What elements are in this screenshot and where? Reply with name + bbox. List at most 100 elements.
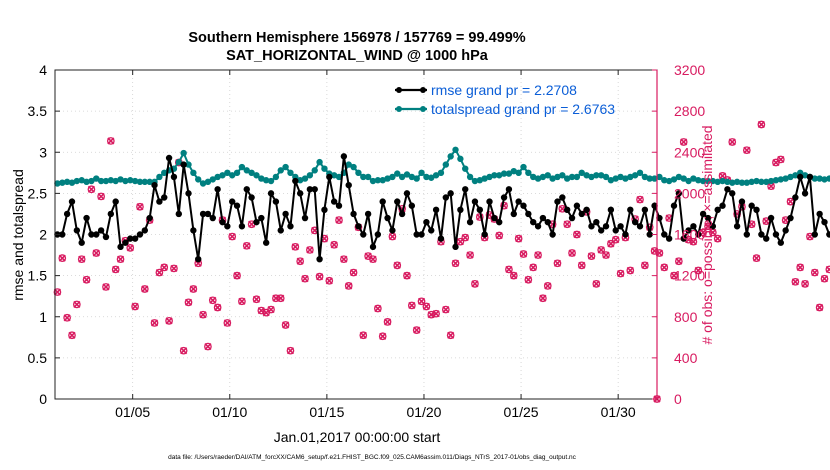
x-tick-label: 01/10 bbox=[212, 404, 247, 420]
y-right-tick-label: 400 bbox=[674, 350, 698, 366]
rmse-point bbox=[613, 227, 619, 233]
obs-marker bbox=[812, 269, 818, 275]
rmse-point bbox=[788, 215, 794, 221]
rmse-point bbox=[205, 211, 211, 217]
chart-title: Southern Hemisphere 156978 / 157769 = 99… bbox=[188, 30, 525, 46]
legend-marker bbox=[396, 87, 402, 93]
totalspread-point bbox=[574, 174, 580, 180]
obs-marker bbox=[826, 266, 830, 272]
rmse-point bbox=[448, 190, 454, 196]
rmse-point bbox=[351, 211, 357, 217]
rmse-point bbox=[239, 223, 245, 229]
totalspread-point bbox=[448, 153, 454, 159]
rmse-point bbox=[482, 232, 488, 238]
rmse-point bbox=[273, 199, 279, 205]
totalspread-point bbox=[288, 170, 294, 176]
obs-assimilated-marker bbox=[676, 258, 682, 264]
rmse-point bbox=[137, 232, 143, 238]
obs-assimilated-marker bbox=[754, 255, 760, 261]
rmse-point bbox=[147, 215, 153, 221]
obs-assimilated-marker bbox=[812, 270, 818, 276]
rmse-point bbox=[739, 199, 745, 205]
rmse-point bbox=[394, 199, 400, 205]
y-left-tick-label: 3 bbox=[39, 144, 47, 160]
rmse-point bbox=[399, 211, 405, 217]
rmse-point bbox=[302, 215, 308, 221]
totalspread-point bbox=[462, 166, 468, 172]
rmse-point bbox=[409, 203, 415, 209]
rmse-point bbox=[404, 190, 410, 196]
rmse-point bbox=[375, 232, 381, 238]
rmse-point bbox=[79, 240, 85, 246]
obs-marker bbox=[714, 235, 720, 241]
totalspread-point bbox=[356, 170, 362, 176]
totalspread-point bbox=[467, 174, 473, 180]
rmse-point bbox=[103, 234, 109, 240]
rmse-point bbox=[540, 215, 546, 221]
rmse-point bbox=[59, 232, 65, 238]
rmse-point bbox=[419, 232, 425, 238]
rmse-point bbox=[365, 211, 371, 217]
totalspread-point bbox=[190, 170, 196, 176]
obs-marker bbox=[729, 139, 735, 145]
y-axis-right-label: # of obs: o=possible; ×=assimilated bbox=[699, 125, 715, 344]
totalspread-point bbox=[181, 150, 187, 156]
rmse-point bbox=[331, 199, 337, 205]
rmse-point bbox=[84, 215, 90, 221]
rmse-point bbox=[215, 186, 221, 192]
totalspread-point bbox=[419, 170, 425, 176]
y-right-tick-label: 0 bbox=[674, 391, 682, 407]
obs-assimilated-marker bbox=[729, 139, 735, 145]
rmse-point bbox=[336, 203, 342, 209]
rmse-point bbox=[152, 182, 158, 188]
rmse-point bbox=[326, 174, 332, 180]
rmse-point bbox=[768, 215, 774, 221]
totalspread-point bbox=[268, 178, 274, 184]
chart-subtitle: SAT_HORIZONTAL_WIND @ 1000 hPa bbox=[226, 48, 489, 64]
totalspread-point bbox=[365, 174, 371, 180]
y-left-tick-label: 1 bbox=[39, 309, 47, 325]
y-left-tick-label: 1.5 bbox=[28, 268, 48, 284]
rmse-point bbox=[268, 190, 274, 196]
rmse-point bbox=[807, 174, 813, 180]
rmse-point bbox=[220, 219, 226, 225]
obs-assimilated-marker bbox=[661, 264, 667, 270]
rmse-point bbox=[758, 232, 764, 238]
totalspread-point bbox=[273, 174, 279, 180]
rmse-point bbox=[443, 195, 449, 201]
rmse-point bbox=[545, 219, 551, 225]
rmse-point bbox=[263, 240, 269, 246]
rmse-point bbox=[584, 207, 590, 213]
totalspread-point bbox=[525, 170, 531, 176]
totalspread-point bbox=[453, 147, 459, 153]
rmse-point bbox=[346, 182, 352, 188]
totalspread-point bbox=[438, 170, 444, 176]
obs-assimilated-marker bbox=[744, 147, 750, 153]
totalspread-point bbox=[312, 167, 318, 173]
totalspread-point bbox=[283, 164, 289, 170]
obs-assimilated-marker bbox=[715, 236, 721, 242]
rmse-point bbox=[122, 240, 128, 246]
rmse-point bbox=[661, 232, 667, 238]
rmse-point bbox=[288, 223, 294, 229]
legend-marker bbox=[420, 87, 426, 93]
obs-assimilated-marker bbox=[802, 281, 808, 287]
totalspread-point bbox=[195, 176, 201, 182]
rmse-point bbox=[108, 211, 114, 217]
rmse-point bbox=[623, 232, 629, 238]
rmse-point bbox=[210, 215, 216, 221]
y-left-tick-label: 4 bbox=[39, 62, 47, 78]
rmse-point bbox=[792, 195, 798, 201]
y-left-tick-label: 0.5 bbox=[28, 350, 48, 366]
rmse-point bbox=[190, 227, 196, 233]
y-right-tick-label: 3200 bbox=[674, 62, 705, 78]
rmse-point bbox=[181, 162, 187, 168]
x-tick-label: 01/30 bbox=[601, 404, 636, 420]
data-file-footer: data file: /Users/raeder/DAI/ATM_forcXX/… bbox=[168, 454, 577, 461]
rmse-point bbox=[729, 190, 735, 196]
rmse-point bbox=[132, 236, 138, 242]
rmse-point bbox=[113, 199, 119, 205]
rmse-point bbox=[176, 211, 182, 217]
rmse-point bbox=[797, 174, 803, 180]
